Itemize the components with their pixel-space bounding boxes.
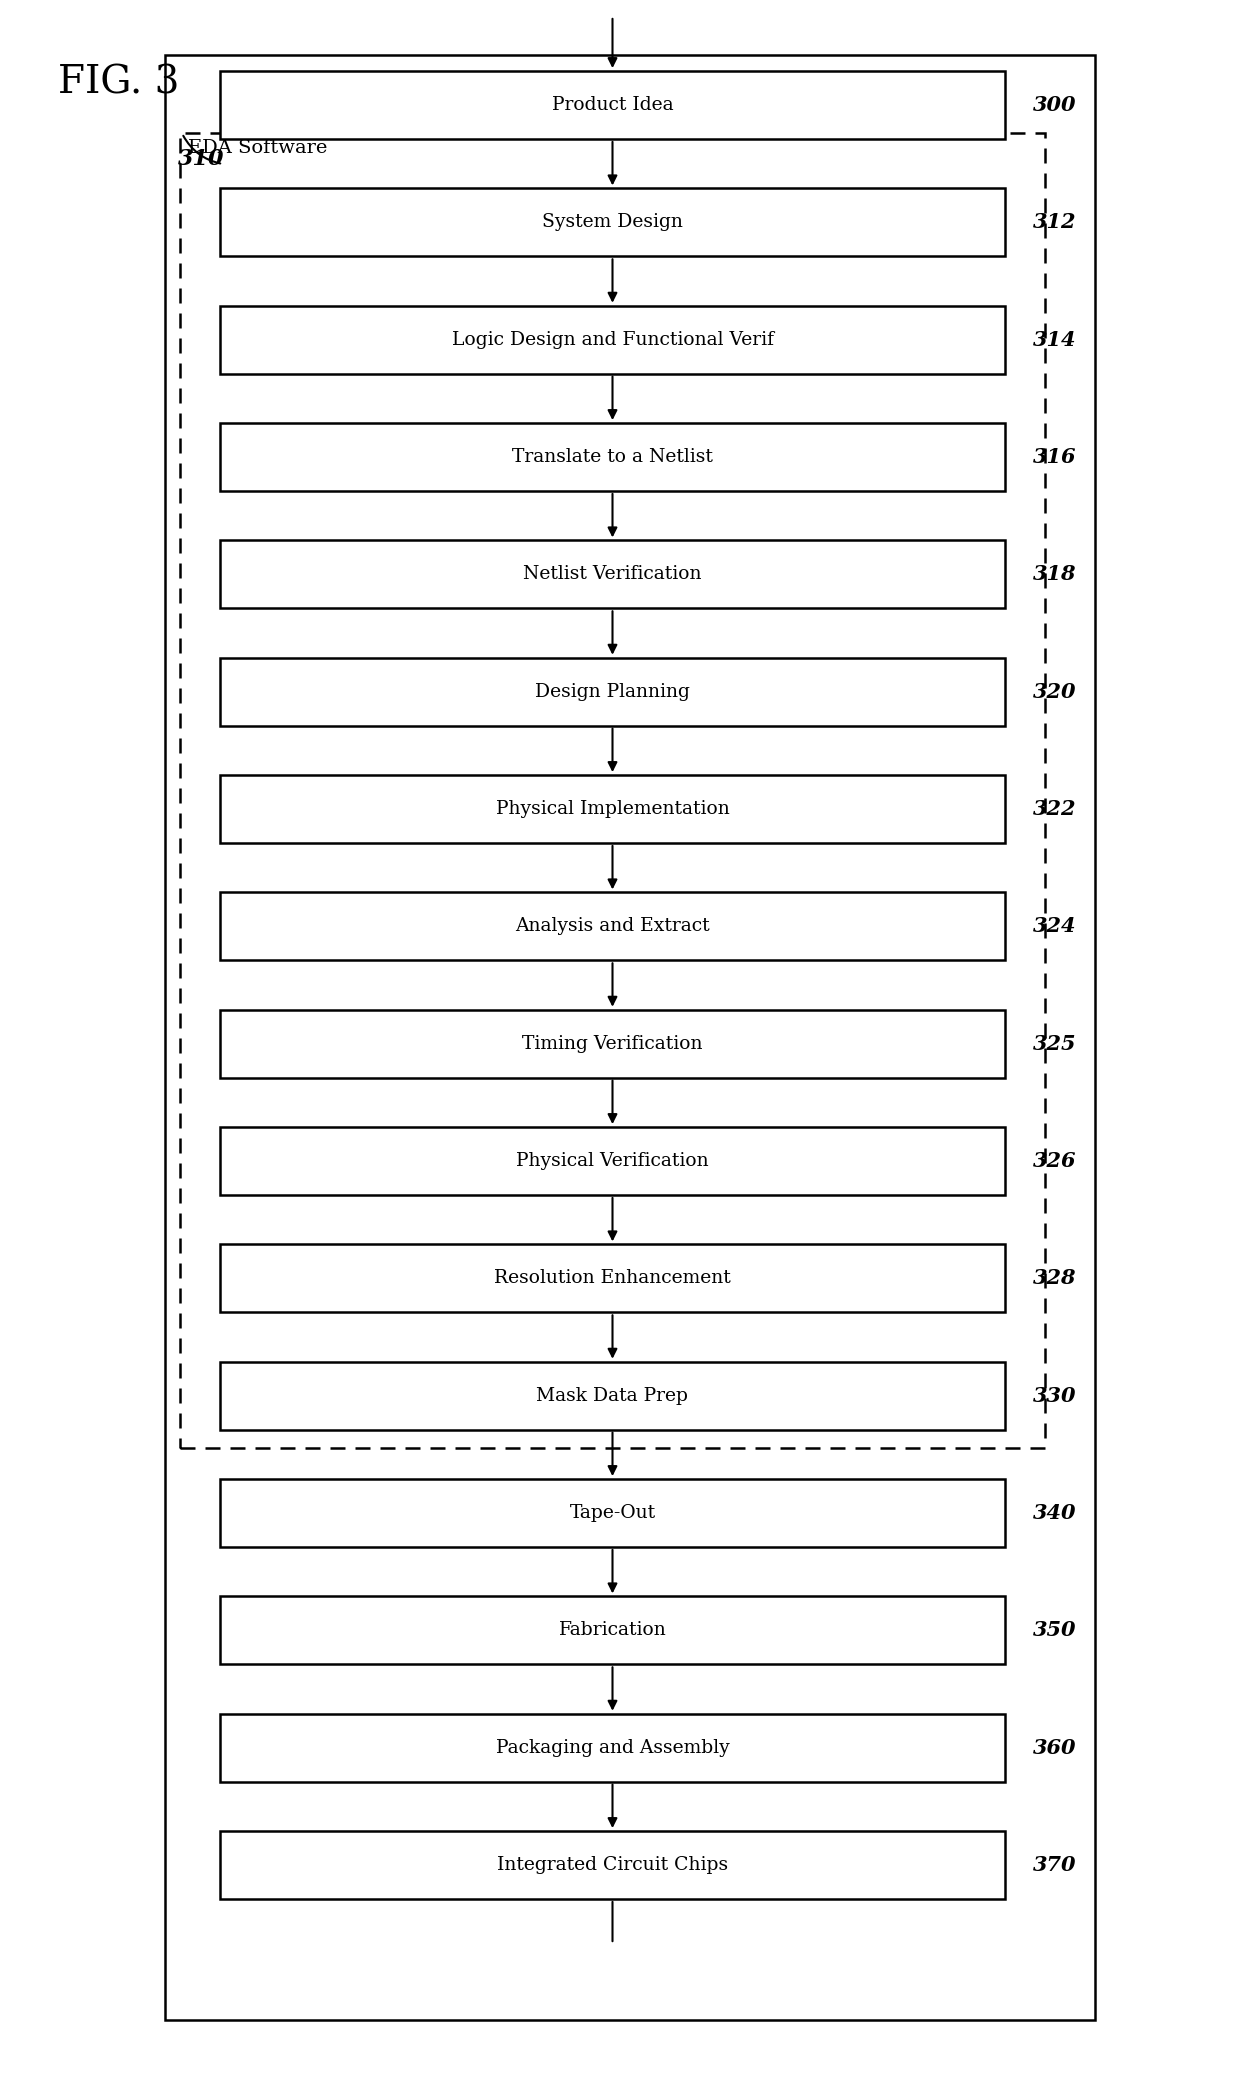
Bar <box>219 658 1004 726</box>
Text: Fabrication: Fabrication <box>559 1621 666 1639</box>
Text: Resolution Enhancement: Resolution Enhancement <box>494 1270 730 1286</box>
Text: Physical Verification: Physical Verification <box>516 1152 709 1170</box>
Bar <box>219 305 1004 374</box>
Text: 310: 310 <box>179 147 224 170</box>
Text: System Design: System Design <box>542 214 683 230</box>
Text: 326: 326 <box>1033 1152 1076 1170</box>
Text: 340: 340 <box>1033 1502 1076 1523</box>
Text: Logic Design and Functional Verif: Logic Design and Functional Verif <box>451 330 774 349</box>
Text: 350: 350 <box>1033 1621 1076 1641</box>
Text: Product Idea: Product Idea <box>552 95 673 114</box>
Text: 330: 330 <box>1033 1386 1076 1405</box>
Text: 324: 324 <box>1033 917 1076 936</box>
Text: Mask Data Prep: Mask Data Prep <box>537 1386 688 1405</box>
Text: FIG. 3: FIG. 3 <box>58 64 180 102</box>
Text: 322: 322 <box>1033 799 1076 820</box>
Bar <box>219 1361 1004 1430</box>
Text: Tape-Out: Tape-Out <box>569 1504 656 1521</box>
Bar <box>180 133 1045 1448</box>
Text: 300: 300 <box>1033 95 1076 114</box>
Bar <box>219 71 1004 139</box>
Text: 314: 314 <box>1033 330 1076 351</box>
Text: 318: 318 <box>1033 564 1076 585</box>
Text: Integrated Circuit Chips: Integrated Circuit Chips <box>497 1855 728 1874</box>
Text: 320: 320 <box>1033 683 1076 701</box>
Bar <box>219 1127 1004 1195</box>
Text: Analysis and Extract: Analysis and Extract <box>515 917 709 936</box>
Text: 360: 360 <box>1033 1737 1076 1758</box>
Text: Packaging and Assembly: Packaging and Assembly <box>496 1739 729 1758</box>
Bar <box>219 1011 1004 1077</box>
Bar <box>219 189 1004 257</box>
Bar <box>219 540 1004 608</box>
Bar <box>219 1245 1004 1311</box>
Text: Design Planning: Design Planning <box>536 683 689 701</box>
Text: Timing Verification: Timing Verification <box>522 1035 703 1052</box>
Bar <box>219 1714 1004 1782</box>
Bar <box>219 1596 1004 1664</box>
Bar <box>219 1479 1004 1548</box>
Bar <box>219 892 1004 961</box>
Text: 370: 370 <box>1033 1855 1076 1876</box>
Text: 316: 316 <box>1033 446 1076 467</box>
Text: Physical Implementation: Physical Implementation <box>496 801 729 818</box>
Text: EDA Software: EDA Software <box>188 139 327 158</box>
Text: Netlist Verification: Netlist Verification <box>523 564 702 583</box>
Text: 328: 328 <box>1033 1268 1076 1289</box>
Bar <box>219 774 1004 842</box>
Text: Translate to a Netlist: Translate to a Netlist <box>512 448 713 467</box>
Bar <box>165 56 1095 2019</box>
Bar <box>219 1830 1004 1899</box>
Text: 312: 312 <box>1033 212 1076 232</box>
Bar <box>219 423 1004 492</box>
Text: 325: 325 <box>1033 1033 1076 1054</box>
